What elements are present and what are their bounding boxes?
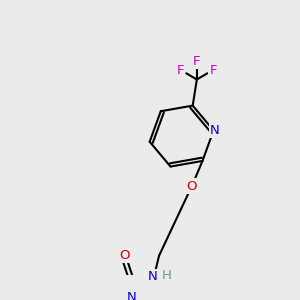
Text: F: F	[193, 55, 201, 68]
Text: N: N	[148, 270, 158, 283]
Text: F: F	[210, 64, 217, 77]
Text: N: N	[210, 124, 220, 137]
Text: H: H	[161, 268, 171, 281]
Text: O: O	[119, 249, 130, 262]
Text: N: N	[127, 290, 137, 300]
Text: F: F	[176, 64, 184, 77]
Text: O: O	[186, 180, 196, 193]
